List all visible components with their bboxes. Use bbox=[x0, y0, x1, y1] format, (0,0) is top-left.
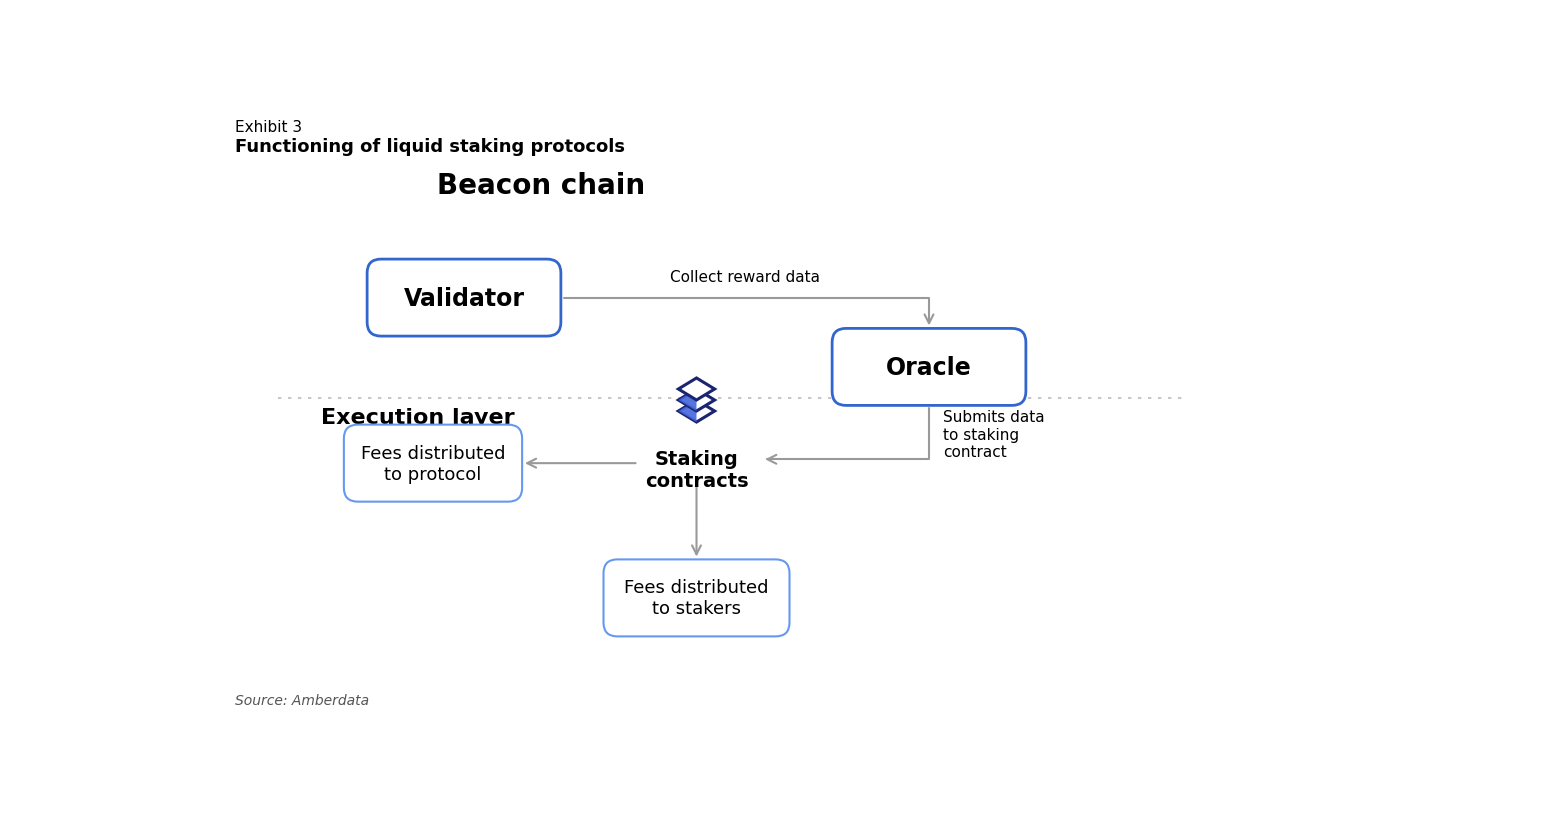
Text: Source: Amberdata: Source: Amberdata bbox=[236, 694, 370, 708]
Text: Fees distributed
to protocol: Fees distributed to protocol bbox=[361, 444, 506, 483]
Text: Collect reward data: Collect reward data bbox=[669, 269, 820, 284]
Text: Validator: Validator bbox=[404, 287, 524, 310]
Polygon shape bbox=[678, 390, 714, 411]
Text: Execution layer: Execution layer bbox=[321, 407, 513, 428]
Text: Beacon chain: Beacon chain bbox=[438, 171, 646, 199]
Text: Fees distributed
to stakers: Fees distributed to stakers bbox=[625, 579, 769, 618]
Text: Submits data
to staking
contract: Submits data to staking contract bbox=[944, 410, 1044, 459]
FancyBboxPatch shape bbox=[833, 329, 1025, 406]
FancyBboxPatch shape bbox=[344, 425, 523, 502]
Text: Staking
contracts: Staking contracts bbox=[645, 450, 748, 491]
Polygon shape bbox=[678, 378, 714, 400]
Polygon shape bbox=[678, 390, 697, 411]
Text: Oracle: Oracle bbox=[887, 355, 971, 379]
FancyBboxPatch shape bbox=[367, 260, 561, 337]
FancyBboxPatch shape bbox=[603, 559, 790, 636]
Polygon shape bbox=[678, 400, 697, 423]
Text: Exhibit 3: Exhibit 3 bbox=[236, 120, 302, 135]
Polygon shape bbox=[678, 400, 714, 423]
Text: Functioning of liquid staking protocols: Functioning of liquid staking protocols bbox=[236, 138, 626, 156]
